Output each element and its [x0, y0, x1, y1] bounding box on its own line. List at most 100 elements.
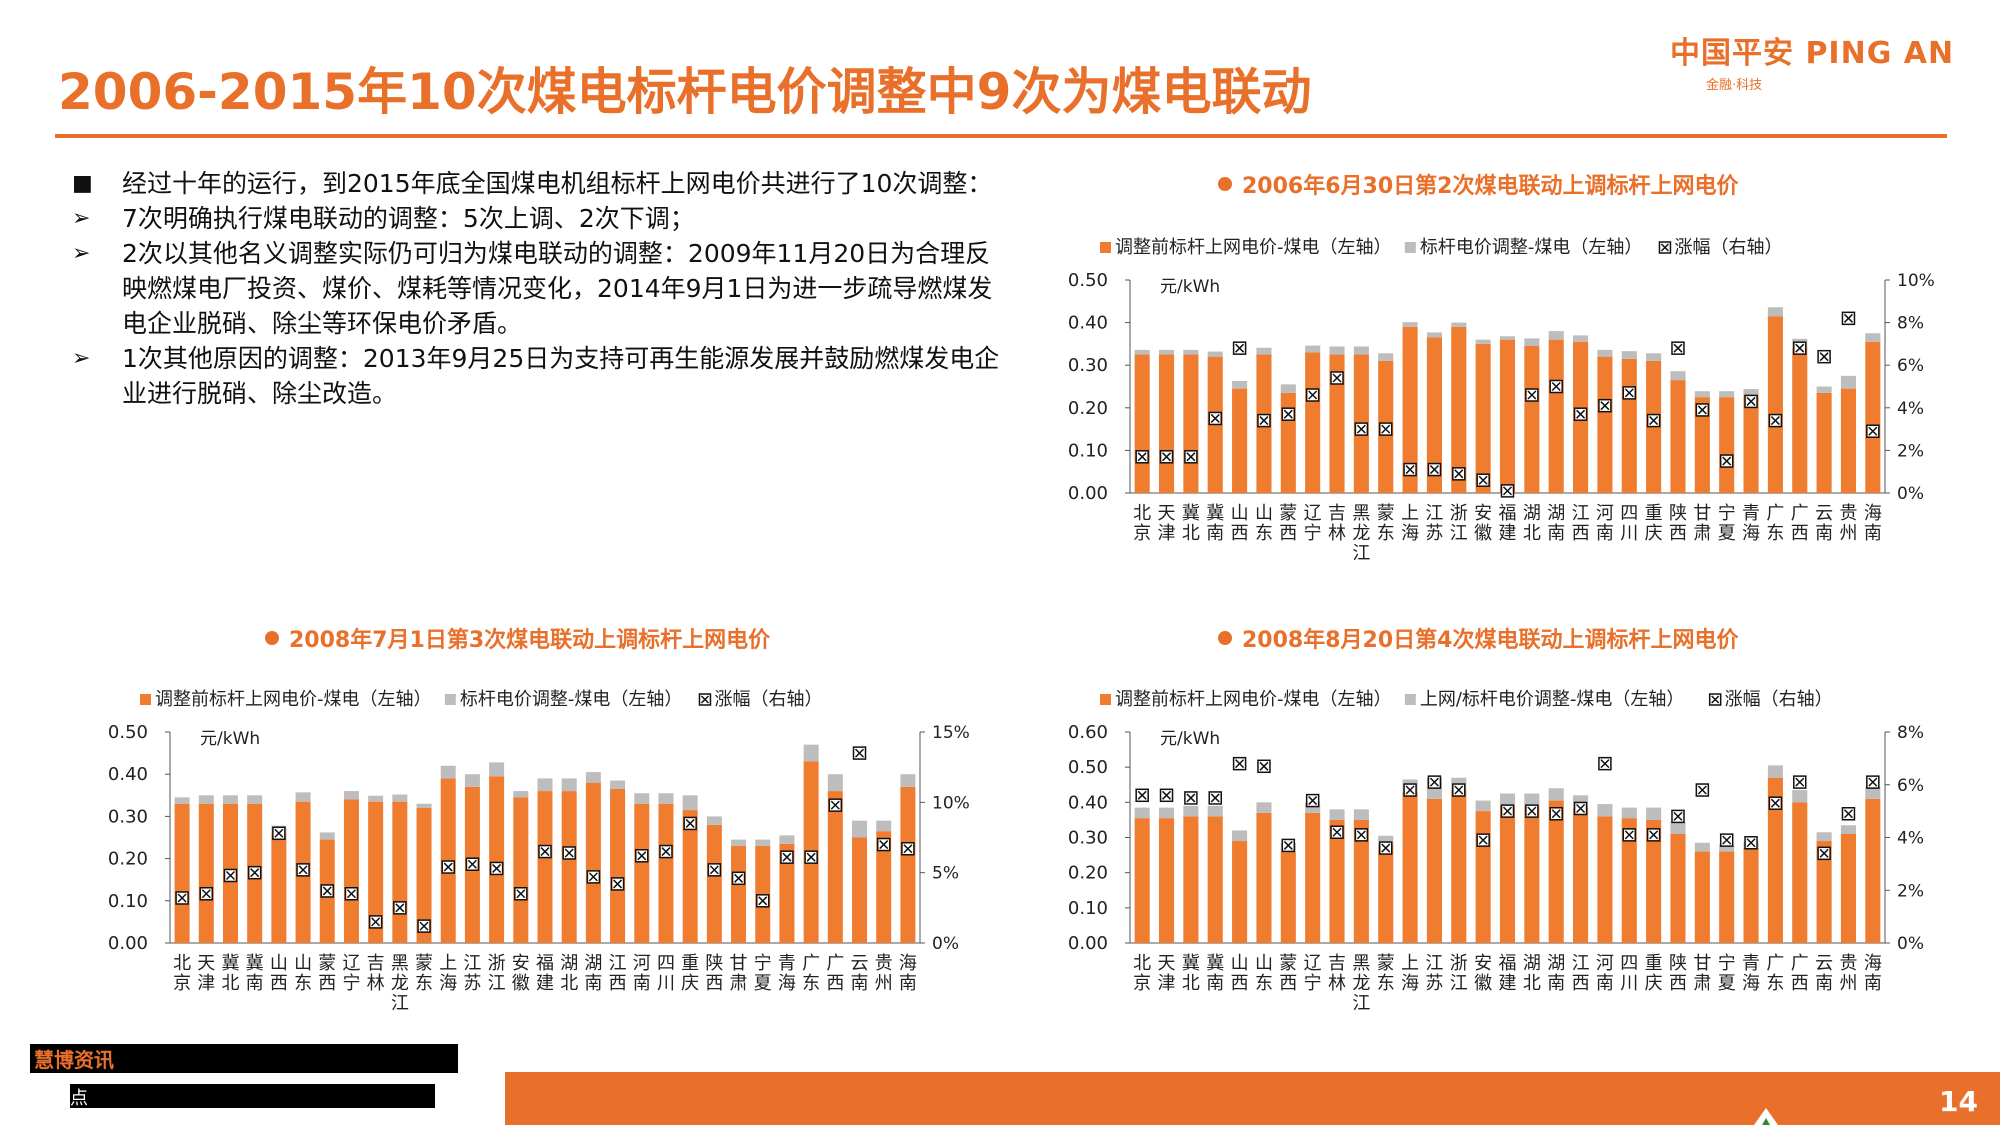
- bar-base: [1475, 343, 1491, 493]
- pct-marker-cross: [1746, 396, 1756, 406]
- pct-marker-cross: [854, 748, 865, 758]
- x-tick-label: 吉: [1328, 503, 1346, 524]
- x-tick-label: 海: [778, 973, 796, 994]
- x-tick-label: 浙: [1450, 953, 1468, 974]
- bullet-item: ➢ 7次明确执行煤电联动的调整：5次上调、2次下调；: [72, 201, 1002, 236]
- bar-adjustment: [1378, 835, 1394, 845]
- bar-adjustment: [1134, 349, 1150, 355]
- x-tick-label: 州: [1839, 523, 1857, 544]
- x-tick-label: 建: [536, 973, 554, 994]
- pct-marker-cross: [201, 889, 211, 899]
- pct-marker-cross: [1235, 759, 1245, 769]
- bar-base: [1402, 326, 1418, 493]
- x-tick-label: 宁: [1304, 973, 1322, 994]
- pct-marker-cross: [1381, 843, 1391, 853]
- x-tick-label: 江: [1572, 503, 1590, 524]
- x-tick-label: 青: [1742, 503, 1760, 524]
- bar-base: [1256, 812, 1272, 943]
- y-tick-label-right: 4%: [1897, 399, 1924, 419]
- chart-1-title: 2006年6月30日第2次煤电联动上调标杆上网电价: [1218, 168, 1738, 200]
- bar-adjustment: [1670, 821, 1686, 834]
- bar-base: [1767, 777, 1783, 943]
- bar-adjustment: [1597, 804, 1613, 817]
- bar-adjustment: [440, 765, 456, 779]
- bar-base: [852, 837, 868, 943]
- y-tick-label-left: 0.40: [1068, 313, 1108, 334]
- title-underline: [55, 134, 1947, 138]
- x-tick-label: 海: [899, 953, 917, 974]
- x-tick-label: 黑: [1352, 503, 1370, 524]
- x-tick-label: 甘: [730, 953, 748, 974]
- bar-base: [827, 791, 843, 943]
- bar-base: [489, 776, 505, 943]
- bar-base: [1840, 833, 1857, 943]
- y-tick-label-left: 0.30: [1068, 828, 1108, 849]
- bar-base: [1451, 326, 1467, 493]
- bar-adjustment: [1840, 375, 1857, 389]
- x-tick-label: 青: [1742, 953, 1760, 974]
- x-tick-label: 山: [294, 953, 312, 974]
- bar-base: [1743, 395, 1759, 493]
- x-tick-label: 津: [1158, 523, 1176, 544]
- x-tick-label: 东: [1255, 523, 1273, 544]
- y-tick-label-left: 0.60: [1068, 722, 1108, 743]
- x-tick-label: 宁: [1718, 503, 1736, 524]
- legend-swatch: [1404, 242, 1416, 253]
- x-tick-label: 东: [1766, 973, 1784, 994]
- y-tick-label-left: 0.20: [108, 849, 148, 870]
- pct-marker-cross: [1551, 381, 1561, 392]
- chart-2-title: 2008年7月1日第3次煤电联动上调标杆上网电价: [265, 622, 770, 654]
- x-tick-label: 徽: [1474, 973, 1492, 994]
- x-tick-label: 西: [1279, 523, 1297, 544]
- pct-marker-cross: [371, 917, 381, 927]
- x-tick-label: 北: [221, 973, 239, 994]
- bar-adjustment: [198, 795, 214, 804]
- x-tick-label: 海: [1401, 973, 1419, 994]
- arrow-bullet-icon: ➢: [72, 206, 91, 231]
- x-tick-label: 京: [1133, 973, 1151, 994]
- arrow-bullet-icon: ➢: [72, 346, 91, 371]
- bar-adjustment: [1232, 380, 1248, 389]
- pct-marker-cross: [322, 886, 332, 896]
- bar-base: [1865, 798, 1881, 943]
- x-tick-label: 北: [1133, 953, 1151, 974]
- x-tick-label: 西: [1791, 523, 1809, 544]
- legend-label: 涨幅（右轴）: [1725, 689, 1833, 710]
- bar-base: [1207, 816, 1223, 943]
- x-tick-label: 苏: [463, 973, 481, 994]
- bar-adjustment: [1232, 830, 1248, 842]
- pingan-logo: 中国平安 PING AN 金融·科技: [1670, 28, 1975, 93]
- bar-base: [1840, 388, 1857, 493]
- bar-base: [561, 791, 577, 943]
- pct-marker-cross: [1332, 827, 1342, 837]
- chart-3-title: 2008年8月20日第4次煤电联动上调标杆上网电价: [1218, 622, 1738, 654]
- bar-base: [1280, 851, 1296, 943]
- bar-base: [1134, 354, 1150, 493]
- x-tick-label: 安: [1474, 953, 1492, 974]
- bar-base: [1524, 346, 1540, 493]
- x-tick-label: 州: [1839, 973, 1857, 994]
- bar-adjustment: [1280, 384, 1296, 393]
- bar-base: [706, 824, 722, 943]
- bar-base: [1329, 354, 1345, 493]
- y-tick-label-left: 0.30: [108, 806, 148, 827]
- x-tick-label: 广: [826, 953, 844, 974]
- bar-adjustment: [1597, 349, 1613, 357]
- x-tick-label: 江: [609, 953, 627, 974]
- bar-base: [1646, 819, 1662, 943]
- x-tick-label: 宁: [1718, 953, 1736, 974]
- bar-adjustment: [561, 778, 577, 792]
- x-tick-label: 冀: [1206, 953, 1224, 974]
- pct-marker-cross: [492, 863, 502, 873]
- x-tick-label: 津: [197, 973, 215, 994]
- pct-marker-cross: [274, 828, 284, 838]
- x-tick-label: 辽: [1304, 953, 1322, 974]
- x-tick-label: 广: [1791, 953, 1809, 974]
- bar-base: [368, 801, 384, 943]
- legend-label: 涨幅（右轴）: [714, 689, 822, 710]
- x-tick-label: 甘: [1693, 953, 1711, 974]
- bar-adjustment: [658, 793, 674, 804]
- bullet-item: ➢ 2次以其他名义调整实际仍可归为煤电联动的调整：2009年11月20日为合理反…: [72, 236, 1002, 341]
- x-tick-label: 西: [1669, 523, 1687, 544]
- bar-adjustment: [900, 774, 916, 787]
